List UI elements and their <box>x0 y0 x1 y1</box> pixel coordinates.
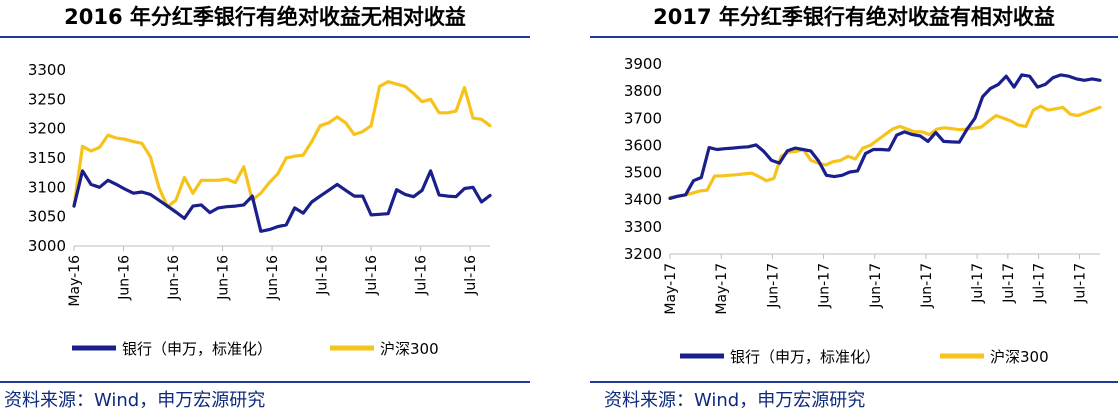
y-tick-label: 3700 <box>624 109 662 127</box>
x-tick-label: Jun-16 <box>166 255 182 301</box>
x-tick-label: Jun-16 <box>117 255 133 301</box>
y-tick-label: 3300 <box>28 61 66 79</box>
x-tick-label: May-17 <box>714 263 730 315</box>
x-tick-label: Jun-17 <box>868 263 884 309</box>
legend-label: 银行（申万，标准化） <box>730 348 880 366</box>
legend-label: 沪深300 <box>990 348 1049 366</box>
source-rule <box>590 381 1118 383</box>
series-line <box>668 73 1102 200</box>
y-tick-label: 3050 <box>28 208 66 226</box>
series-line <box>72 80 492 209</box>
x-tick-label: Jul-17 <box>1073 263 1089 304</box>
right-chart-panel: 2017 年分红季银行有绝对收益有相对收益 3200 3300 3400 3500 36… <box>590 0 1118 411</box>
x-tick-label: Jun-17 <box>765 263 781 309</box>
source-note: 资料来源：Wind，申万宏源研究 <box>604 390 866 411</box>
x-tick-label: Jun-17 <box>919 263 935 309</box>
source-rule <box>0 381 530 383</box>
x-tick-label: Jul-17 <box>970 263 986 304</box>
x-tick-label: May-16 <box>67 255 83 307</box>
chart-title: 2017 年分红季银行有绝对收益有相对收益 <box>653 5 1055 29</box>
chart-2016: 3000 3050 3100 3150 3200 3250 3300 May-16 Jun-16… <box>28 61 492 358</box>
y-tick-label: 3500 <box>624 164 662 182</box>
y-tick-label: 3900 <box>624 55 662 73</box>
legend-label: 沪深300 <box>380 340 439 358</box>
chart-title: 2016 年分红季银行有绝对收益无相对收益 <box>64 5 466 29</box>
y-tick-label: 3150 <box>28 149 66 167</box>
y-tick-label: 3100 <box>28 178 66 196</box>
x-tick-label: Jul-16 <box>364 255 380 296</box>
x-tick-label: Jun-16 <box>216 255 232 301</box>
x-tick-label: Jul-17 <box>1001 263 1017 304</box>
y-tick-label: 3800 <box>624 82 662 100</box>
x-tick-label: Jul-16 <box>463 255 479 296</box>
y-tick-label: 3300 <box>624 218 662 236</box>
chart-2017: 3200 3300 3400 3500 3600 3700 3800 3900 May-17 Ma… <box>624 55 1102 366</box>
y-tick-label: 3600 <box>624 136 662 154</box>
y-tick-label: 3200 <box>28 120 66 138</box>
left-chart-panel: 2016 年分红季银行有绝对收益无相对收益 3000 3050 3100 3150 32… <box>0 0 530 411</box>
legend-label: 银行（申万，标准化） <box>122 340 272 358</box>
x-tick-label: May-17 <box>663 263 679 315</box>
y-tick-label: 3000 <box>28 237 66 255</box>
x-tick-label: Jun-17 <box>817 263 833 309</box>
y-tick-label: 3250 <box>28 90 66 108</box>
source-note: 资料来源：Wind，申万宏源研究 <box>4 390 266 411</box>
series-line <box>72 169 492 233</box>
y-tick-label: 3400 <box>624 191 662 209</box>
x-tick-label: Jul-16 <box>414 255 430 296</box>
y-tick-label: 3200 <box>624 245 662 263</box>
series-line <box>668 104 1102 200</box>
x-tick-label: Jul-16 <box>315 255 331 296</box>
x-tick-label: Jul-17 <box>1032 263 1048 304</box>
title-rule <box>590 36 1118 38</box>
x-tick-label: Jun-16 <box>265 255 281 301</box>
title-rule <box>0 36 530 38</box>
